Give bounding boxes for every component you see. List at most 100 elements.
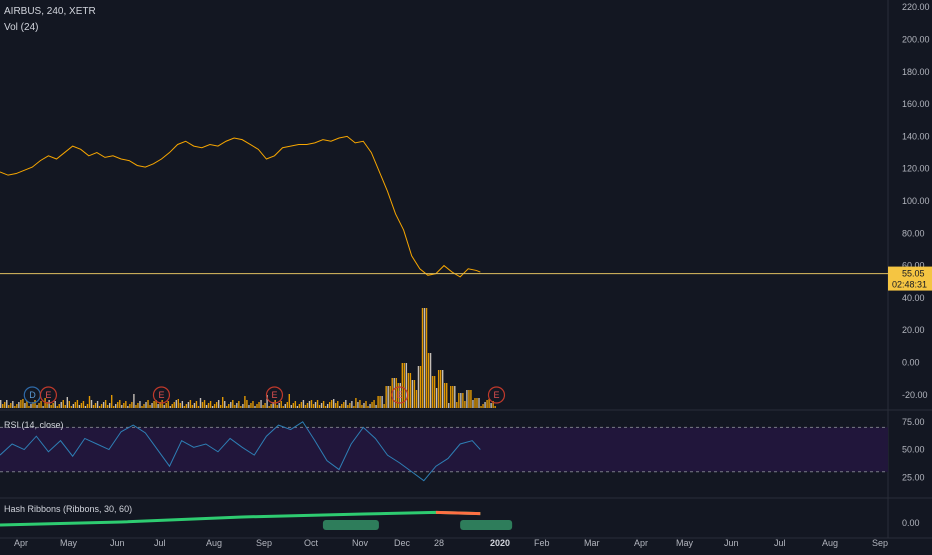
price-tick-label: 180.00: [902, 67, 930, 77]
earnings-marker[interactable]: [265, 386, 284, 404]
volume-bar: [94, 403, 97, 408]
volume-bar: [355, 398, 357, 408]
volume-bar: [68, 401, 71, 408]
volume-bar: [466, 390, 468, 408]
volume-bar: [419, 366, 422, 408]
volume-bar: [454, 386, 456, 408]
volume-bar: [100, 404, 103, 408]
volume-bar: [353, 406, 355, 408]
time-tick-label: Jul: [154, 538, 166, 548]
volume-bar: [464, 401, 466, 408]
volume-bar: [143, 404, 145, 408]
volume-bar: [151, 403, 153, 408]
volume-bar: [0, 400, 2, 408]
volume-bar: [286, 402, 288, 408]
volume-bar: [250, 403, 252, 408]
volume-bar: [351, 401, 353, 408]
volume-bar: [163, 405, 165, 408]
volume-bar: [399, 383, 401, 408]
volume-bar: [179, 403, 182, 408]
volume-bar: [304, 405, 307, 408]
volume-bar: [326, 404, 329, 408]
price-series-line: [0, 135, 481, 278]
time-tick-label: Mar: [584, 538, 600, 548]
volume-bar: [203, 400, 206, 408]
volume-bar: [66, 397, 68, 408]
price-tick-label: 20.00: [902, 325, 925, 335]
volume-bar: [423, 308, 426, 408]
time-tick-label: Jun: [724, 538, 739, 548]
event-label: E: [493, 390, 499, 400]
volume-bar: [314, 402, 317, 408]
volume-bar: [272, 402, 274, 408]
volume-bar: [484, 402, 486, 408]
volume-bar: [460, 393, 462, 408]
time-tick-label: 2020: [490, 538, 510, 548]
volume-bar: [389, 386, 391, 408]
volume-bar: [24, 403, 26, 408]
time-tick-label: 28: [434, 538, 444, 548]
rsi-line: [0, 421, 481, 482]
volume-bar: [84, 406, 87, 408]
volume-bar: [135, 405, 137, 408]
volume-bar: [405, 363, 408, 408]
volume-bar: [441, 370, 444, 408]
time-tick-label: Aug: [822, 538, 838, 548]
volume-bar: [48, 400, 50, 408]
volume-bar: [153, 401, 155, 408]
volume-bar: [401, 363, 404, 408]
ribbon-green: [0, 510, 481, 527]
earnings-marker[interactable]: [391, 386, 409, 404]
volume-bar: [439, 370, 442, 408]
price-tick-label: 120.00: [902, 164, 930, 174]
volume-bar: [478, 398, 480, 408]
volume-bar: [139, 401, 141, 408]
volume-bar: [488, 399, 490, 408]
earnings-marker[interactable]: [152, 386, 171, 404]
volume-bar: [193, 403, 196, 408]
volume-bar: [133, 394, 135, 408]
volume-bar: [316, 400, 319, 408]
volume-bar: [375, 405, 377, 408]
volume-bar: [86, 404, 89, 408]
volume-bar: [494, 406, 496, 408]
volume-bar: [411, 380, 414, 408]
volume-bar: [452, 386, 454, 408]
volume-bar: [46, 402, 48, 408]
event-label: E: [397, 390, 403, 400]
volume-bar: [195, 401, 198, 408]
volume-bar: [474, 398, 476, 408]
volume-bar: [373, 400, 375, 408]
time-tick-label: Oct: [304, 538, 319, 548]
volume-bar: [40, 401, 42, 408]
time-tick-label: Sep: [256, 538, 272, 548]
earnings-marker[interactable]: [39, 386, 58, 404]
volume-bar: [335, 403, 337, 408]
price-tick-label: 100.00: [902, 196, 930, 206]
volume-bar: [8, 405, 10, 408]
volume-bar: [318, 405, 321, 408]
volume-bar: [60, 402, 62, 408]
earnings-marker[interactable]: [487, 386, 506, 404]
volume-bar: [205, 405, 208, 408]
volume-bar: [276, 405, 278, 408]
price-tag-box: [888, 266, 932, 291]
volume-label: Vol (24): [4, 22, 39, 33]
volume-bar: [187, 402, 190, 408]
volume-bar: [252, 401, 254, 408]
volume-bar: [169, 406, 171, 408]
volume-bar: [137, 403, 139, 408]
volume-bar: [330, 400, 333, 408]
volume-bar: [337, 401, 339, 408]
volume-bar: [119, 400, 121, 408]
volume-bar: [258, 402, 260, 408]
volume-bar: [244, 396, 246, 408]
volume-bar: [167, 401, 169, 408]
volume-bar: [58, 404, 60, 408]
volume-bar: [30, 404, 32, 408]
volume-bar: [248, 405, 250, 408]
volume-bar: [361, 405, 363, 408]
volume-bar: [147, 400, 149, 408]
